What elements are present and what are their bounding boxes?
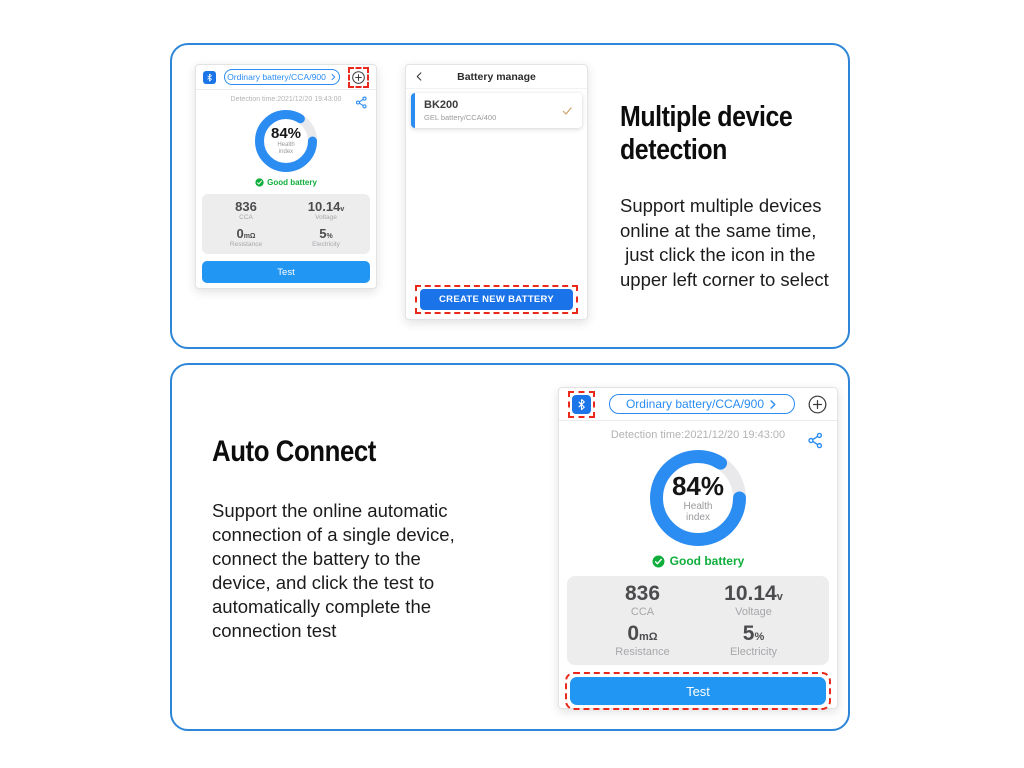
battery-status: Good battery xyxy=(196,178,376,187)
feature-multiple-device: Multiple device detection Support multip… xyxy=(620,101,852,292)
add-device-plus-icon[interactable] xyxy=(351,70,366,85)
phone-dashboard-large: Ordinary battery/CCA/900 Detection time:… xyxy=(558,387,838,710)
phone-battery-manage: Battery manage BK200 GEL battery/CCA/400… xyxy=(405,64,588,320)
device-selector-pill[interactable]: Ordinary battery/CCA/900 xyxy=(224,69,340,85)
feature-heading: Multiple device detection xyxy=(620,101,793,166)
battery-list-item[interactable]: BK200 GEL battery/CCA/400 xyxy=(411,93,582,128)
battery-name: BK200 xyxy=(424,99,459,111)
stat-resistance: 0mΩ Resistance xyxy=(615,622,670,658)
detection-time: Detection time:2021/12/20 19:43:00 xyxy=(610,429,786,441)
app-header: Ordinary battery/CCA/900 xyxy=(559,388,837,421)
panel-multiple-device: Ordinary battery/CCA/900 Detection time:… xyxy=(170,43,850,349)
chevron-right-icon xyxy=(770,399,776,409)
share-icon[interactable] xyxy=(355,96,368,109)
highlight-box-bluetooth xyxy=(568,390,595,418)
stat-cca: 836 CCA xyxy=(235,199,257,221)
highlight-box-create: CREATE NEW BATTERY xyxy=(415,285,578,314)
battery-status: Good battery xyxy=(559,554,837,568)
device-selector-pill[interactable]: Ordinary battery/CCA/900 xyxy=(609,394,795,414)
battery-status-label: Good battery xyxy=(669,554,745,568)
health-gauge: 84% Health index xyxy=(650,450,746,546)
battery-status-label: Good battery xyxy=(267,178,317,187)
create-new-battery-button[interactable]: CREATE NEW BATTERY xyxy=(420,289,573,310)
manage-header: Battery manage xyxy=(406,65,587,89)
panel-auto-connect: Auto Connect Support the online automati… xyxy=(170,363,850,731)
highlight-box-add-device xyxy=(348,66,369,88)
check-circle-icon xyxy=(652,555,665,567)
detection-time: Detection time:2021/12/20 19:43:00 xyxy=(230,96,342,103)
feature-body: Support the online automatic connection … xyxy=(212,500,455,641)
stat-cca: 836 CCA xyxy=(624,582,661,618)
health-index-label: Health index xyxy=(683,501,713,523)
stat-electricity: 5% Electricity xyxy=(312,226,340,248)
share-icon[interactable] xyxy=(807,432,824,449)
back-icon[interactable] xyxy=(414,71,425,82)
stats-grid: 836 CCA 10.14v Voltage 0mΩ Resistance 5% Ele… xyxy=(567,576,829,665)
check-circle-icon xyxy=(255,178,264,187)
stat-voltage: 10.14v Voltage xyxy=(307,199,345,221)
selected-check-icon xyxy=(562,106,572,115)
health-percent: 84% xyxy=(270,125,302,142)
stats-grid: 836 CCA 10.14v Voltage 0mΩ Resistance 5% Ele… xyxy=(202,194,370,254)
stat-resistance: 0mΩ Resistance xyxy=(229,226,263,248)
app-header: Ordinary battery/CCA/900 xyxy=(196,65,376,90)
stat-voltage: 10.14v Voltage xyxy=(724,582,783,618)
highlight-box-test: Test xyxy=(565,672,831,710)
chevron-right-icon xyxy=(331,73,336,81)
test-button[interactable]: Test xyxy=(202,261,370,283)
bluetooth-icon[interactable] xyxy=(203,70,216,84)
feature-auto-connect: Auto Connect Support the online automati… xyxy=(212,435,484,643)
device-selector-label: Ordinary battery/CCA/900 xyxy=(625,397,765,411)
bluetooth-icon[interactable] xyxy=(572,394,591,414)
stat-electricity: 5% Electricity xyxy=(729,622,778,658)
health-gauge: 84% Health index xyxy=(255,110,317,172)
battery-type: GEL battery/CCA/400 xyxy=(424,113,497,122)
feature-body: Support multiple devices online at the s… xyxy=(620,195,829,290)
health-percent: 84% xyxy=(671,471,725,501)
phone-dashboard-small: Ordinary battery/CCA/900 Detection time:… xyxy=(195,64,377,289)
feature-heading: Auto Connect xyxy=(212,435,376,468)
test-button[interactable]: Test xyxy=(570,677,826,705)
screen-title: Battery manage xyxy=(457,70,536,83)
device-selector-label: Ordinary battery/CCA/900 xyxy=(227,72,326,82)
selected-indicator-bar xyxy=(411,93,415,128)
health-index-label: Health index xyxy=(277,142,295,155)
add-device-plus-icon[interactable] xyxy=(807,394,828,415)
